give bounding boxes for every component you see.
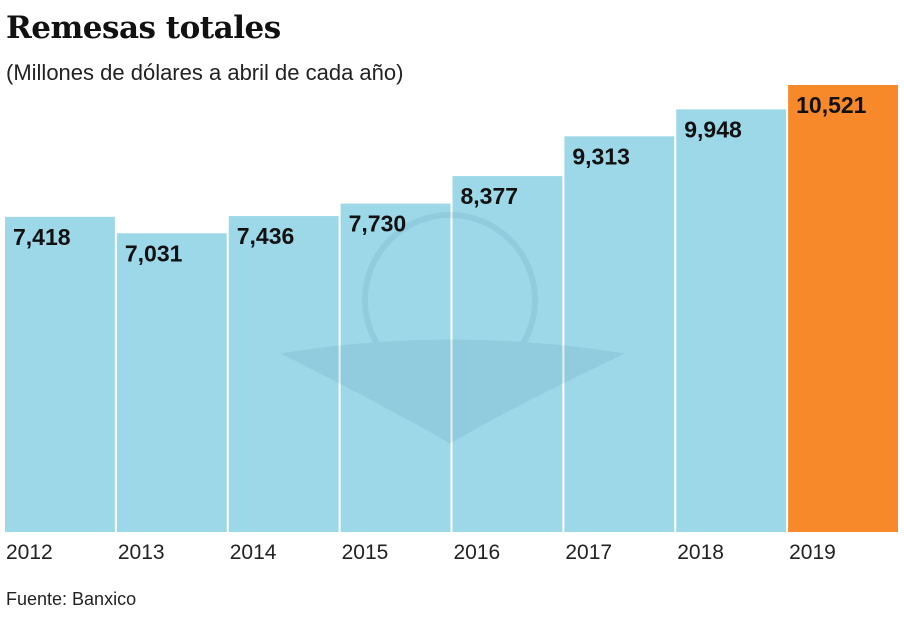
- bar-2016: [452, 176, 563, 533]
- x-tick-label: 2014: [230, 541, 277, 564]
- data-label: 7,418: [13, 224, 71, 250]
- bar-2014: [228, 216, 339, 532]
- data-label: 7,730: [349, 211, 407, 237]
- bar-2013: [116, 233, 227, 533]
- watermark-logo: [280, 212, 626, 444]
- bar-2019: [788, 85, 898, 532]
- x-tick-label: 2017: [565, 541, 612, 564]
- chart-subtitle: (Millones de dólares a abril de cada año…: [6, 60, 404, 85]
- data-label: 7,031: [125, 240, 183, 266]
- data-label: 10,521: [796, 92, 867, 118]
- bar-2012: [5, 216, 115, 533]
- x-tick-label: 2018: [677, 541, 724, 564]
- x-tick-label: 2016: [454, 541, 501, 564]
- data-label: 8,377: [461, 183, 519, 209]
- x-tick-label: 2012: [6, 541, 53, 564]
- x-tick-label: 2019: [789, 541, 836, 564]
- x-tick-label: 2013: [118, 541, 165, 564]
- bar-2018: [676, 109, 787, 533]
- data-label: 7,436: [237, 223, 295, 249]
- x-tick-label: 2015: [342, 541, 389, 564]
- source-note: Fuente: Banxico: [6, 589, 137, 609]
- chart-title: Remesas totales: [6, 10, 281, 46]
- bar-2015: [340, 203, 451, 532]
- data-label: 9,313: [572, 143, 630, 169]
- data-label: 9,948: [684, 116, 742, 142]
- bar-2017: [564, 136, 675, 532]
